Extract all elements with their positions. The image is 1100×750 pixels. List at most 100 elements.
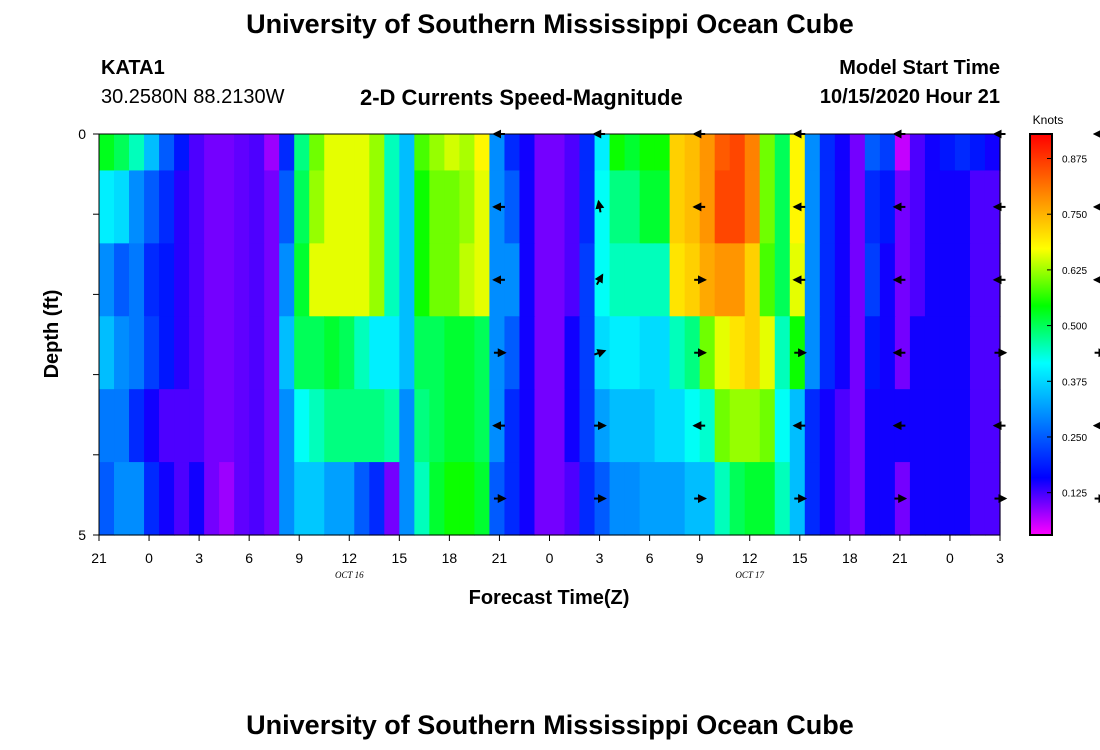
heat-cell	[174, 170, 190, 244]
heat-cell	[354, 243, 370, 317]
heat-cell	[459, 462, 476, 536]
heat-cell	[579, 243, 596, 317]
heat-cell	[414, 170, 430, 244]
heat-cell	[519, 243, 536, 317]
heat-cell	[189, 243, 205, 317]
heat-cell	[729, 316, 746, 390]
heat-cell	[774, 134, 791, 172]
heat-cell	[474, 462, 491, 536]
heat-cell	[114, 389, 130, 463]
heat-cell	[354, 316, 370, 390]
heat-cell	[459, 316, 476, 390]
heat-cell	[159, 389, 175, 463]
heat-cell	[639, 134, 656, 172]
current-arrow	[594, 273, 604, 286]
heat-cell	[204, 316, 220, 390]
heat-cell	[774, 170, 791, 244]
heat-cell	[969, 170, 986, 244]
heat-cell	[189, 316, 205, 390]
heat-cell	[144, 170, 160, 244]
heat-cell	[279, 243, 295, 317]
heat-cell	[864, 243, 881, 317]
heat-cell	[759, 389, 776, 463]
heat-cell	[99, 316, 115, 390]
heat-cell	[234, 243, 250, 317]
heat-cell	[399, 462, 415, 536]
heat-cell	[399, 243, 415, 317]
x-tick-label: 9	[295, 550, 303, 566]
date-label: OCT 17	[735, 570, 764, 580]
heat-cell	[699, 243, 716, 317]
heat-cell	[954, 170, 971, 244]
heat-cell	[129, 462, 145, 536]
heat-cell	[954, 389, 971, 463]
heat-cell	[429, 170, 445, 244]
x-tick-label: 21	[492, 550, 508, 566]
heat-cell	[654, 316, 671, 390]
heat-cell	[924, 134, 941, 172]
heat-cell	[624, 316, 641, 390]
heat-cell	[834, 243, 851, 317]
heat-cell	[819, 134, 836, 172]
heat-cell	[159, 316, 175, 390]
heat-cell	[339, 316, 355, 390]
heat-cell	[309, 462, 325, 536]
x-tick-label: 12	[341, 550, 357, 566]
heat-cell	[774, 462, 791, 536]
heat-cell	[534, 316, 551, 390]
heat-cell	[729, 462, 746, 536]
heat-cell	[234, 389, 250, 463]
heat-cell	[339, 243, 355, 317]
heat-cell	[519, 316, 536, 390]
heat-cell	[744, 170, 761, 244]
heat-cell	[309, 389, 325, 463]
heat-cell	[459, 389, 476, 463]
heat-cell	[249, 243, 265, 317]
heat-cell	[594, 243, 611, 317]
heat-cell	[384, 389, 400, 463]
heat-cell	[879, 316, 896, 390]
heat-cell	[549, 462, 566, 536]
heat-cell	[684, 243, 701, 317]
heat-cell	[474, 134, 491, 172]
heat-cell	[564, 134, 581, 172]
heat-cell	[414, 243, 430, 317]
y-tick-label: 0	[78, 126, 86, 142]
heat-cell	[519, 389, 536, 463]
x-tick-label: 0	[946, 550, 954, 566]
heat-cell	[399, 134, 415, 172]
heat-cell	[564, 316, 581, 390]
heat-cell	[219, 170, 235, 244]
heat-cell	[264, 462, 280, 536]
heat-cell	[879, 170, 896, 244]
heat-cell	[99, 170, 115, 244]
heat-cell	[174, 316, 190, 390]
heat-cell	[849, 243, 866, 317]
x-tick-label: 3	[596, 550, 604, 566]
heat-cell	[729, 389, 746, 463]
x-tick-label: 18	[442, 550, 458, 566]
heat-cell	[744, 243, 761, 317]
heat-cell	[879, 462, 896, 536]
heat-cell	[129, 243, 145, 317]
heat-cell	[594, 170, 611, 244]
heat-cell	[969, 316, 986, 390]
heat-cell	[639, 389, 656, 463]
heat-cell	[564, 462, 581, 536]
heat-cell	[429, 316, 445, 390]
x-tick-label: 9	[696, 550, 704, 566]
heat-cell	[669, 462, 686, 536]
axes: 21 0 3 6 9 12 15 18 21 0 3 6 9 12 15 18 21 0 3 OCT 16 OCT 17…	[78, 126, 1004, 580]
heat-cell	[609, 389, 626, 463]
heat-cell	[954, 134, 971, 172]
heat-cell	[369, 389, 385, 463]
heat-cell	[369, 316, 385, 390]
heat-cell	[279, 316, 295, 390]
heat-cell	[219, 316, 235, 390]
heat-cell	[654, 243, 671, 317]
heat-cell	[354, 170, 370, 244]
heat-cell	[129, 316, 145, 390]
heat-cell	[699, 316, 716, 390]
heat-cell	[219, 243, 235, 317]
